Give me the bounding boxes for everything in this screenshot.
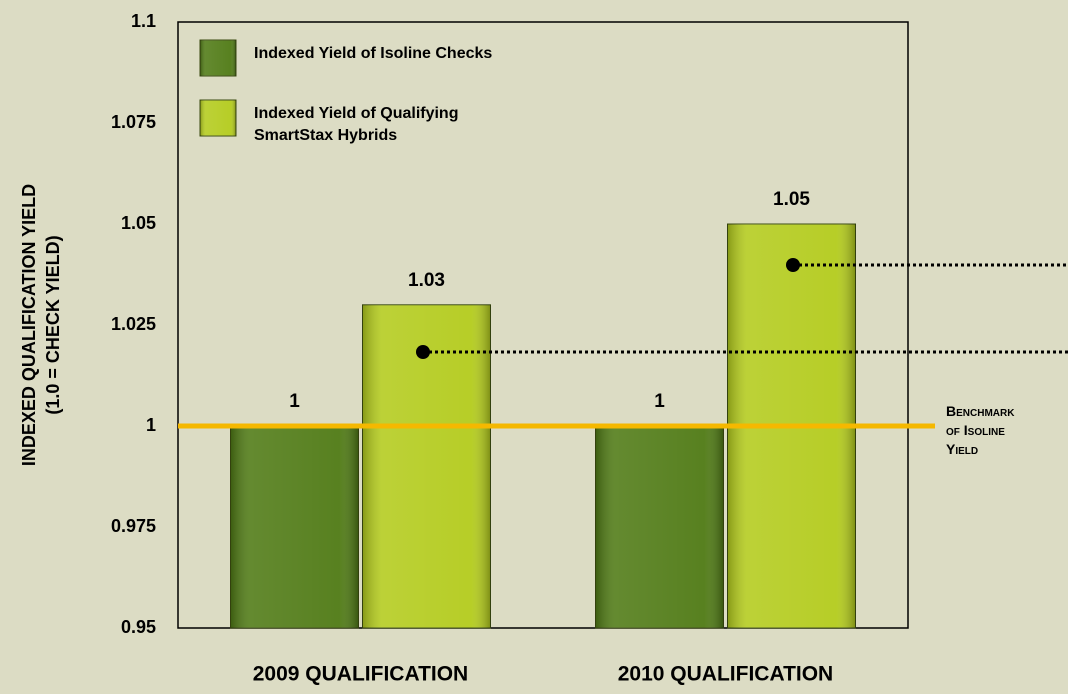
pointer-dot: [786, 258, 800, 272]
legend-swatch-shade: [200, 100, 236, 136]
y-tick-label: 0.975: [111, 516, 156, 536]
x-tick-label: 2010 QUALIFICATION: [618, 663, 833, 686]
plot-frame: [177, 21, 909, 629]
y-tick-label: 1.075: [111, 112, 156, 132]
legend-label: Indexed Yield of Qualifying SmartStax Hyb…: [254, 105, 458, 144]
y-tick-label: 1.025: [111, 314, 156, 334]
value-label: 1: [289, 391, 300, 412]
y-tick-label: 1.05: [121, 213, 156, 233]
y-tick-label: 1.1: [131, 11, 156, 31]
y-axis-label: INDEXED QUALIFICATION YIELD: [19, 184, 39, 466]
value-label: 1.03: [408, 270, 445, 291]
benchmark-label: Benchmark of Isoline Yield: [946, 403, 1015, 457]
pointer-dot: [416, 345, 430, 359]
value-label: 1.05: [773, 189, 810, 210]
y-tick-label: 1: [146, 415, 156, 435]
value-label: 1: [654, 391, 665, 412]
legend-swatch-shade: [200, 40, 236, 76]
y-axis-label: (1.0 = CHECK YIELD): [43, 235, 63, 414]
bar: [230, 425, 359, 629]
x-tick-label: 2009 QUALIFICATION: [253, 663, 468, 686]
bar: [595, 425, 724, 629]
y-tick-label: 0.95: [121, 617, 156, 637]
legend-label: Indexed Yield of Isoline Checks: [254, 45, 492, 62]
